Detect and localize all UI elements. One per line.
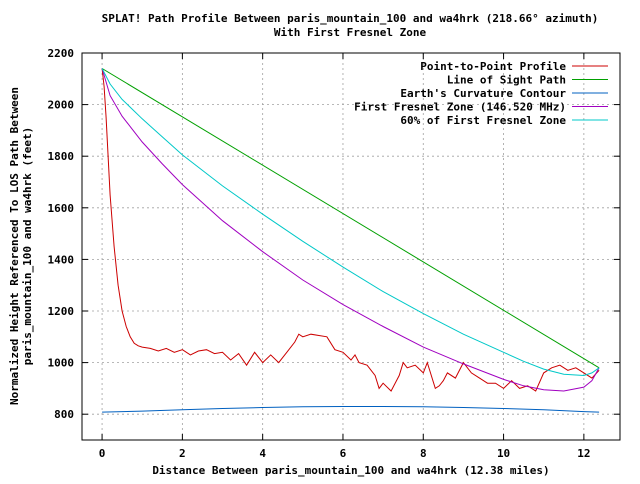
y-axis-label-line-2: paris_mountain_100 and wa4hrk (feet) [21,127,34,365]
x-tick-label-5: 10 [497,447,510,460]
chart-subtitle: With First Fresnel Zone [274,26,427,39]
x-tick-label-4: 8 [420,447,427,460]
y-tick-label-1: 1000 [48,357,75,370]
chart-title: SPLAT! Path Profile Between paris_mounta… [102,12,599,25]
x-tick-label-2: 4 [259,447,266,460]
y-axis-label: Normalized Height Referenced To LOS Path… [8,87,34,405]
legend-label-point-to-point-profile: Point-to-Point Profile [420,60,566,73]
y-tick-label-7: 2200 [48,47,75,60]
series-line-first-fresnel-zone-146-520-mhz [101,68,600,392]
legend-label-line-of-sight-path: Line of Sight Path [447,74,566,87]
y-tick-label-6: 2000 [48,99,75,112]
legend-label-earth-s-curvature-contour: Earth's Curvature Contour [400,87,566,100]
x-axis-label: Distance Between paris_mountain_100 and … [152,464,549,477]
x-tick-label-0: 0 [99,447,106,460]
series-line-60-of-first-fresnel-zone [101,68,600,377]
series-line-line-of-sight-path [101,68,600,369]
axis-ticks: 0 2 4 6 8 10 12 800 1000 1200 1400 1600 1800 2000 2200 [48,47,620,460]
x-tick-label-1: 2 [179,447,186,460]
legend-label-60-of-first-fresnel-zone: 60% of First Fresnel Zone [400,114,566,127]
series-line-earth-s-curvature-contour [102,406,600,413]
series-line-point-to-point-profile [101,68,600,392]
x-tick-label-3: 6 [340,447,347,460]
y-axis-label-line-1: Normalized Height Referenced To LOS Path… [8,87,21,405]
y-tick-label-4: 1600 [48,202,75,215]
x-tick-label-6: 12 [577,447,590,460]
y-tick-label-3: 1400 [48,253,75,266]
y-tick-label-5: 1800 [48,150,75,163]
legend-label-first-fresnel-zone-146-520-mhz: First Fresnel Zone (146.520 MHz) [354,101,566,114]
y-tick-label-0: 800 [54,408,74,421]
series-lines [101,68,600,413]
plot-frame [81,52,621,441]
y-tick-label-2: 1200 [48,305,75,318]
